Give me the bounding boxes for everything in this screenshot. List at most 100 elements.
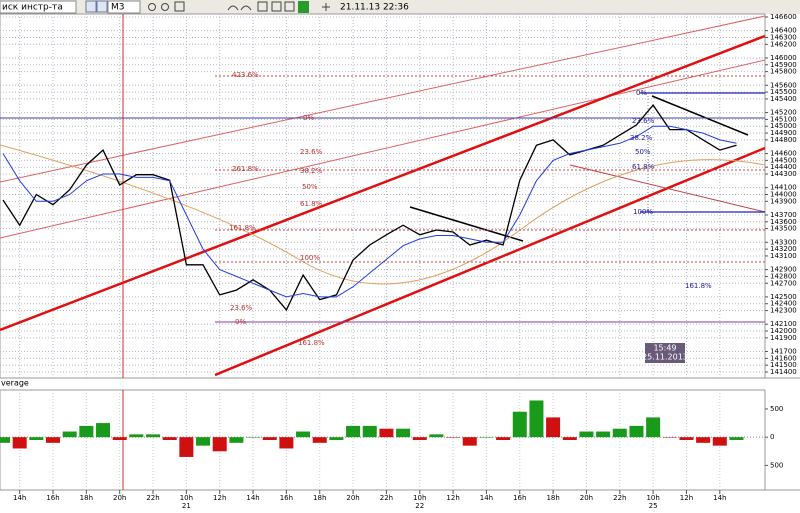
y-tick-label: 0 — [770, 433, 774, 441]
oscillator-bar — [312, 437, 327, 443]
y-tick-label: 144000 — [770, 191, 797, 199]
tool-icon[interactable] — [148, 3, 156, 11]
oscillator-bar — [396, 428, 411, 438]
oscillator-bar — [496, 437, 511, 440]
oscillator-bar — [662, 437, 677, 438]
oscillator-bar — [596, 431, 611, 438]
fib-label: 0% — [636, 89, 647, 97]
y-tick-label: 145500 — [770, 88, 797, 96]
fib-label: 61.8% — [632, 163, 655, 171]
x-tick-label: 14h — [246, 494, 259, 502]
y-tick-label: 145200 — [770, 109, 797, 117]
search-box[interactable] — [0, 0, 77, 14]
y-tick-label: 144900 — [770, 129, 797, 137]
oscillator-bar — [729, 437, 744, 440]
fib-label: 61.8% — [300, 200, 323, 208]
oscillator-bar — [679, 437, 694, 440]
day-label: 21 — [182, 502, 191, 509]
moving-average — [2, 125, 737, 298]
y-tick-label: 142300 — [770, 307, 797, 315]
x-tick-label: 16h — [513, 494, 526, 502]
oscillator-bar — [262, 437, 277, 440]
y-tick-label: 500 — [770, 461, 783, 469]
tool-icon[interactable] — [271, 1, 282, 12]
y-tick-label: 144500 — [770, 156, 797, 164]
grid — [0, 14, 765, 490]
oscillator-bar — [29, 437, 44, 440]
oscillator-bar — [162, 437, 177, 440]
y-tick-label: 145800 — [770, 68, 797, 76]
tool-button[interactable] — [96, 0, 108, 13]
tool-icon[interactable] — [257, 1, 268, 12]
oscillator-bar — [546, 417, 561, 438]
tool-button[interactable] — [85, 0, 97, 13]
x-tick-label: 10h — [646, 494, 659, 502]
channel-line — [569, 164, 766, 213]
y-tick-label: 141900 — [770, 334, 797, 342]
oscillator-bar — [529, 400, 544, 438]
tool-icon[interactable] — [298, 1, 309, 13]
search-text: иск инстр-та — [2, 3, 63, 13]
y-tick-label: 144300 — [770, 170, 797, 178]
x-tick-label: 12h — [446, 494, 459, 502]
channel-line — [0, 59, 766, 239]
tool-icon[interactable] — [174, 1, 185, 12]
fib-label: 100% — [633, 208, 653, 216]
tool-icon[interactable] — [284, 1, 295, 12]
y-tick-label: 141500 — [770, 361, 797, 369]
y-tick-label: 145400 — [770, 95, 797, 103]
average-curve — [0, 144, 766, 285]
y-tick-label: 143200 — [770, 245, 797, 253]
y-tick-label: 141700 — [770, 348, 797, 356]
x-tick-label: 18h — [80, 494, 93, 502]
fib-label: 423.6% — [232, 71, 259, 79]
oscillator-bar — [296, 431, 311, 438]
fib-label: 38.2% — [300, 167, 323, 175]
y-tick-label: 145000 — [770, 122, 797, 130]
oscillator-bar — [329, 437, 344, 440]
y-tick-label: 143900 — [770, 197, 797, 205]
fib-label: 23.6% — [230, 304, 253, 312]
oscillator-bar — [612, 428, 627, 438]
fib-label: 50% — [302, 183, 318, 191]
oscillator-bar — [196, 437, 211, 446]
y-tick-label: 142500 — [770, 293, 797, 301]
y-tick-label: 143600 — [770, 218, 797, 226]
tool-icon[interactable] — [161, 3, 169, 11]
trend-line — [651, 95, 749, 136]
oscillator-bar — [446, 437, 461, 438]
oscillator-label: verage — [1, 379, 29, 388]
oscillator-bar — [696, 437, 711, 443]
channel-line — [0, 34, 766, 332]
trend-line — [409, 206, 524, 242]
oscillator-bar — [412, 437, 427, 440]
timeframe-select[interactable] — [107, 0, 141, 14]
fib-label: 161.8% — [298, 339, 325, 347]
y-tick-label: 145600 — [770, 81, 797, 89]
tool-icon[interactable] — [322, 3, 330, 11]
oscillator-bar — [379, 428, 394, 438]
y-tick-label: 143700 — [770, 211, 797, 219]
y-tick-label: 143100 — [770, 252, 797, 260]
y-tick-label: 145900 — [770, 61, 797, 69]
y-tick-label: 146300 — [770, 33, 797, 41]
price-line — [2, 104, 737, 312]
y-tick-label: 142000 — [770, 327, 797, 335]
y-tick-label: 144800 — [770, 136, 797, 144]
y-tick-label: 500 — [770, 405, 783, 413]
oscillator-bar — [479, 437, 494, 438]
oscillator-bar — [179, 437, 194, 457]
oscillator-bar — [629, 425, 644, 438]
oscillator-bar — [579, 431, 594, 438]
oscillator-bar — [362, 425, 377, 438]
toolbar — [0, 0, 800, 14]
drawing-objects — [0, 14, 766, 490]
oscillator-bar — [12, 437, 27, 449]
oscillator-bar — [229, 437, 244, 443]
day-label: 22 — [415, 502, 424, 509]
tool-icon[interactable] — [227, 5, 252, 11]
oscillator-bar — [62, 431, 77, 438]
fib-label: 0% — [303, 114, 314, 122]
oscillator-bar — [212, 437, 227, 452]
